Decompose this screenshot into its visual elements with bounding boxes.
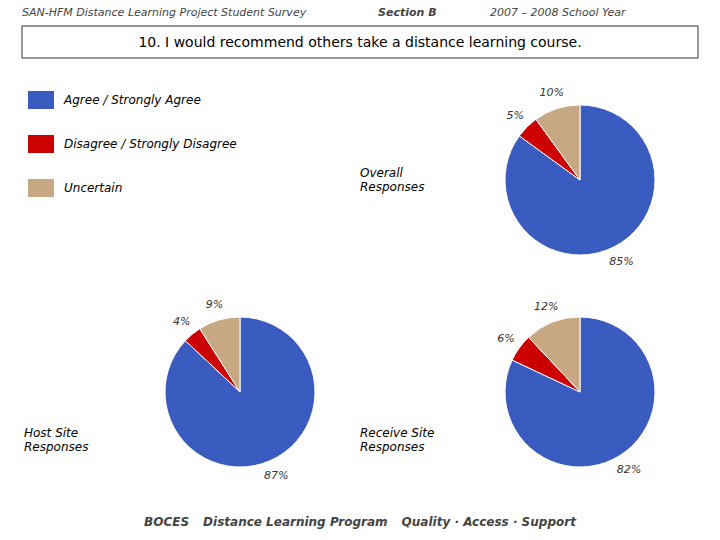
pie-title-line: Receive Site: [360, 426, 434, 440]
legend-label: Agree / Strongly Agree: [63, 93, 201, 107]
pie-title: Receive SiteResponses: [360, 426, 434, 454]
data-labels: 87% 4% 9%: [173, 298, 289, 483]
chart: SAN-HFM Distance Learning Project Studen…: [0, 0, 720, 540]
data-label: 5%: [507, 109, 524, 122]
footer: BOCES Distance Learning Program Quality · …: [144, 515, 577, 529]
pie-title: Host SiteResponses: [24, 426, 88, 454]
data-label: 87%: [264, 469, 288, 482]
header-text: 2007 – 2008 School Year: [490, 6, 627, 19]
footer-text: Distance Learning Program: [203, 515, 388, 529]
legend-swatch: [28, 135, 54, 153]
data-label: 85%: [609, 255, 633, 268]
legend-swatch: [28, 91, 54, 109]
legend-item: Agree / Strongly Agree: [28, 91, 201, 109]
legend-label: Disagree / Strongly Disagree: [64, 137, 237, 151]
legend-label: Uncertain: [64, 181, 122, 195]
pie-slice: [529, 317, 580, 392]
title-box: 10. I would recommend others take a dist…: [22, 26, 698, 58]
legend-swatch: [28, 179, 54, 197]
slices: [505, 105, 655, 255]
pie-chart: 87% 4% 9%: [165, 298, 315, 483]
pie-title-line: Responses: [360, 440, 424, 454]
legend: Agree / Strongly Agree Disagree / Strongl…: [28, 91, 237, 197]
pie-title: OverallResponses: [360, 166, 424, 194]
data-label: 82%: [617, 463, 641, 476]
legend-item: Uncertain: [28, 179, 122, 197]
pie-slice: [200, 317, 240, 392]
slices: [165, 317, 315, 467]
data-label: 6%: [497, 332, 514, 345]
footer-text: Quality · Access · Support: [402, 515, 578, 529]
pie-title-line: Host Site: [24, 426, 78, 440]
pie-title-line: Responses: [24, 440, 88, 454]
pie-slice: [165, 317, 315, 467]
data-label: 12%: [534, 300, 558, 313]
pie-title-line: Overall: [360, 166, 404, 180]
data-label: 10%: [539, 86, 563, 99]
legend-item: Disagree / Strongly Disagree: [28, 135, 237, 153]
title: 10. I would recommend others take a dist…: [138, 34, 581, 50]
header: SAN-HFM Distance Learning Project Studen…: [22, 6, 627, 19]
pie-title-line: Responses: [360, 180, 424, 194]
data-label: 4%: [173, 315, 190, 328]
header-text: SAN-HFM Distance Learning Project Studen…: [22, 6, 307, 19]
pie-slice: [536, 105, 580, 180]
pie-slice: [505, 105, 655, 255]
pie-chart: 85% 5% 10%: [505, 86, 655, 268]
footer-text: BOCES: [144, 515, 189, 529]
pie-chart: 82% 6% 12%: [497, 300, 655, 475]
data-labels: 82% 6% 12%: [497, 300, 641, 475]
slices: [505, 317, 655, 467]
pie-slice: [505, 317, 655, 467]
header-text: Section B: [378, 6, 437, 19]
title-frame: [22, 26, 698, 58]
data-label: 9%: [206, 298, 223, 311]
data-labels: 85% 5% 10%: [507, 86, 634, 268]
